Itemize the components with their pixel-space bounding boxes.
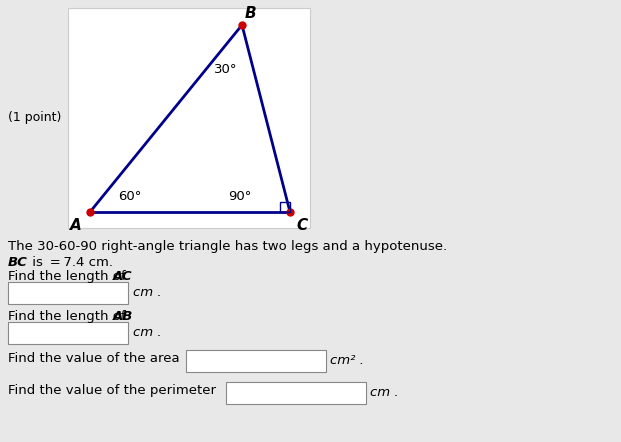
Text: is  = 7.4 cm.: is = 7.4 cm. (28, 256, 113, 269)
Text: cm .: cm . (370, 386, 399, 400)
Bar (8, 322, 128, 344)
Text: cm .: cm . (133, 286, 161, 300)
Text: Find the length of: Find the length of (8, 270, 130, 283)
Bar (226, 382, 366, 404)
Bar (186, 350, 326, 372)
Bar (280, 202, 290, 212)
Text: AC: AC (113, 270, 133, 283)
Bar (68, 8, 310, 228)
Text: B: B (244, 6, 256, 21)
Text: C: C (296, 218, 307, 233)
Text: Find the value of the perimeter: Find the value of the perimeter (8, 384, 216, 397)
Text: AB: AB (113, 310, 134, 323)
Text: 30°: 30° (214, 63, 237, 76)
Text: A: A (70, 218, 82, 233)
Text: 90°: 90° (228, 190, 252, 203)
Text: Find the length of: Find the length of (8, 310, 130, 323)
Text: cm² .: cm² . (330, 354, 364, 367)
Text: Find the value of the area: Find the value of the area (8, 352, 179, 365)
Text: BC: BC (8, 256, 28, 269)
Text: 60°: 60° (118, 190, 142, 203)
Bar (8, 282, 128, 304)
Text: The 30-60-90 right-angle triangle has two legs and a hypotenuse.: The 30-60-90 right-angle triangle has tw… (8, 240, 447, 253)
Text: cm .: cm . (133, 327, 161, 339)
Text: (1 point): (1 point) (8, 111, 61, 125)
